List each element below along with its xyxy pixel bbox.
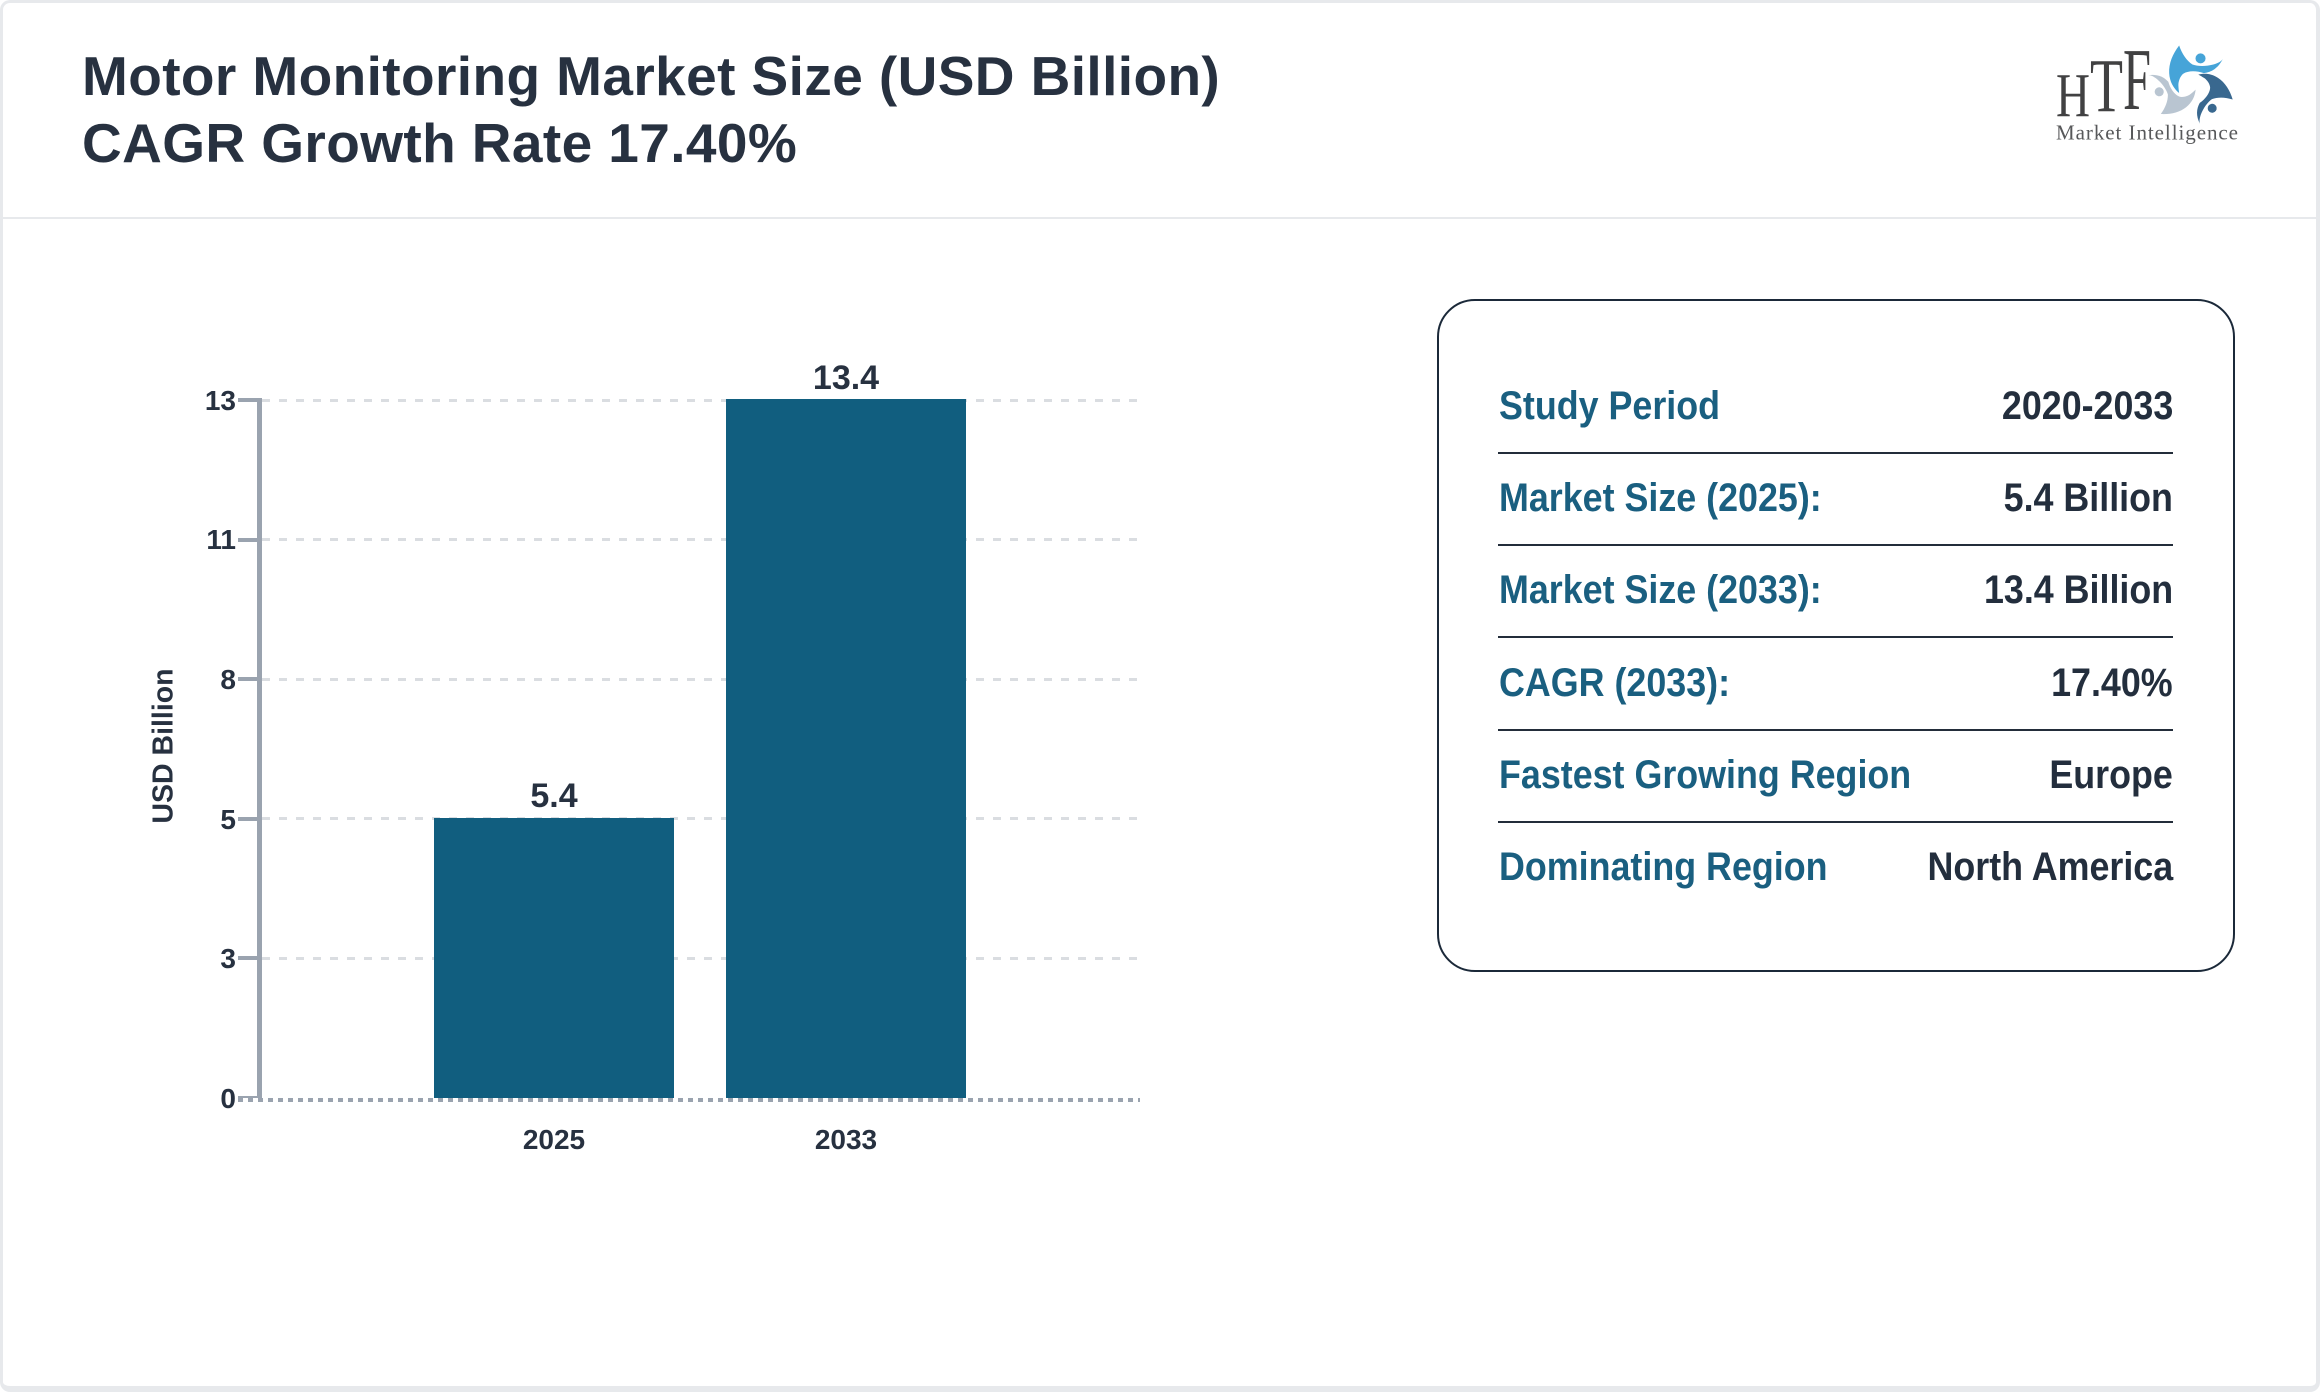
svg-text:F: F [2123,32,2151,129]
svg-text:T: T [2090,45,2123,129]
svg-text:H: H [2056,62,2090,130]
svg-text:Market Intelligence: Market Intelligence [2056,121,2238,145]
